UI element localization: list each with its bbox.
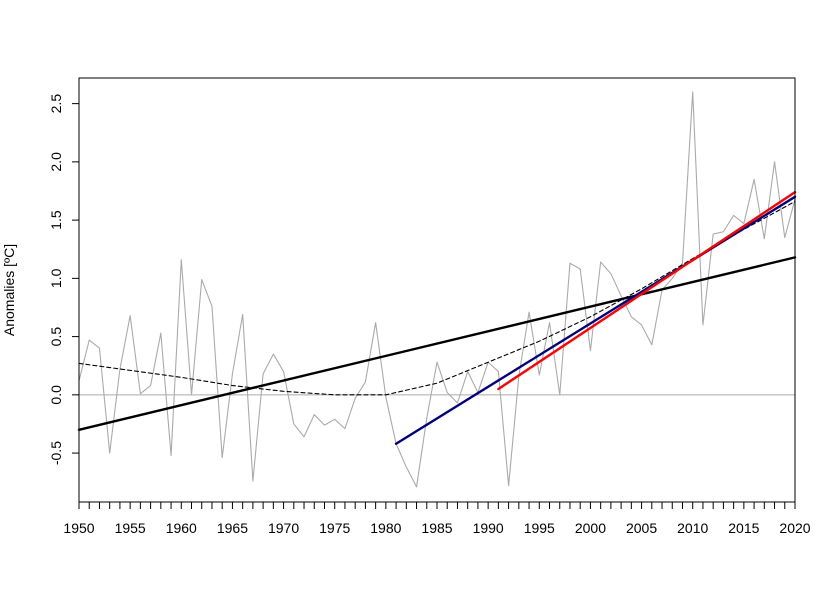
y-axis-title: Anomalies [ºC] <box>1 244 17 336</box>
x-tick-label: 1985 <box>421 520 452 536</box>
x-tick-label: 1950 <box>63 520 94 536</box>
x-tick-label: 2020 <box>779 520 810 536</box>
x-tick-label: 1995 <box>524 520 555 536</box>
y-tick-label: 2.0 <box>48 152 64 172</box>
y-tick-label: 0.5 <box>48 327 64 347</box>
y-axis: -0.5 0.0 0.5 1.0 1.5 2.0 2.5 <box>48 94 79 465</box>
x-axis: 1950 1955 1960 1965 1970 1975 1980 1985 1990 1995… <box>63 502 811 536</box>
series-group <box>77 91 797 488</box>
series-line-annual-anomalies <box>78 91 796 488</box>
plot-frame <box>78 77 796 503</box>
y-tick-label: 0.0 <box>48 385 64 405</box>
y-tick-label: 1.0 <box>48 268 64 288</box>
series-line-linear-trend-1991-2020 <box>497 190 797 391</box>
x-tick-label: 1955 <box>115 520 146 536</box>
series-line-linear-trend-1981-2020 <box>394 195 797 445</box>
y-tick-label: 2.5 <box>48 94 64 114</box>
x-tick-label: 2015 <box>728 520 759 536</box>
x-tick-label: 2000 <box>575 520 606 536</box>
y-tick-label: -0.5 <box>48 441 64 465</box>
y-tick-label: 1.5 <box>48 210 64 230</box>
x-tick-label: 1960 <box>166 520 197 536</box>
x-tick-label: 1980 <box>370 520 401 536</box>
x-tick-label: 1975 <box>319 520 350 536</box>
x-tick-label: 1965 <box>217 520 248 536</box>
series-line-smoothed-curve <box>78 200 796 396</box>
x-tick-label: 1990 <box>473 520 504 536</box>
x-tick-label: 2010 <box>677 520 708 536</box>
series-line-linear-trend-1950-2020 <box>77 256 797 431</box>
x-tick-label: 2005 <box>626 520 657 536</box>
x-tick-label: 1970 <box>268 520 299 536</box>
